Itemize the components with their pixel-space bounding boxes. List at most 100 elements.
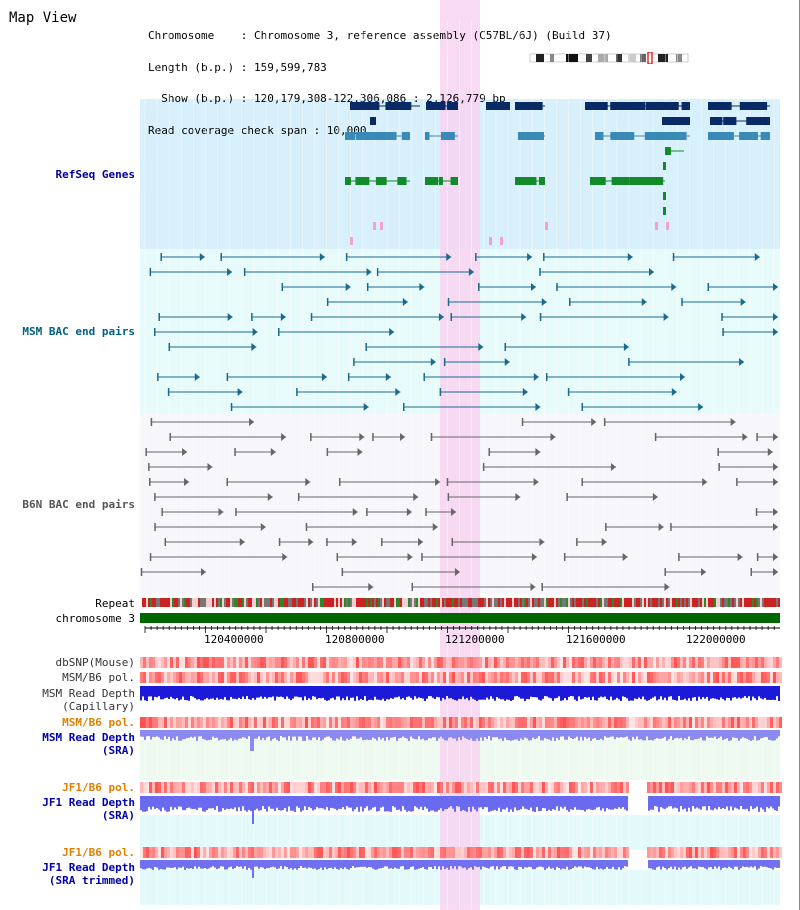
b6n-bac-end	[148, 463, 150, 471]
dbsnp-cell	[650, 657, 653, 668]
axis-tick-label-2: 120800000	[325, 633, 385, 646]
msm-cap-depth-bar	[556, 686, 558, 698]
msm-cap-depth-bar	[462, 686, 464, 697]
msm-sra-depth-bar	[644, 730, 646, 741]
b6n-bac-label[interactable]: B6N BAC end pairs	[22, 498, 135, 511]
dbsnp-cell	[746, 657, 749, 668]
msm-cap-depth-bar	[228, 686, 230, 701]
msm-pol2-cell	[539, 717, 542, 728]
msm-pol-cell	[359, 672, 362, 683]
msm-pol2-cell	[188, 717, 191, 728]
msm-sra-depth-bar	[406, 730, 408, 739]
jf1-pol-cell	[569, 782, 572, 793]
msm-sra-depth-bar	[244, 730, 246, 738]
msm-pol2-cell	[659, 717, 662, 728]
msm-pol-cell	[374, 672, 377, 683]
msm-pol2-cell	[752, 717, 755, 728]
jf1-pol-cell	[458, 782, 461, 793]
msm-sra-depth-bar	[192, 730, 194, 738]
msm-cap-depth-bar	[406, 686, 408, 697]
jf1-pol-cell	[272, 782, 275, 793]
msm-pol2-cell	[476, 717, 479, 728]
msm-sra-depth-bar	[422, 730, 424, 739]
msm-pol2-cell	[557, 717, 560, 728]
msm-cap-depth-bar	[580, 686, 582, 700]
msm-sra-depth-bar	[156, 730, 158, 737]
jf1-sra-depth-bar	[274, 796, 276, 811]
msm-cap-depth-bar	[432, 686, 434, 698]
jf1-trim-depth-bar	[268, 860, 270, 869]
repeat-bar	[222, 598, 224, 607]
dbsnp-cell	[473, 657, 476, 668]
msm-pol2-cell	[707, 717, 710, 728]
repeat-bar	[232, 598, 234, 607]
repeat-bar	[632, 598, 634, 607]
jf1-trim-depth-bar	[610, 860, 612, 869]
msm-bac-label[interactable]: MSM BAC end pairs	[22, 325, 135, 338]
msm-pol-cell	[596, 672, 599, 683]
repeat-bar	[428, 598, 430, 607]
jf1-pol2-cell	[584, 847, 587, 858]
dbsnp-cell	[305, 657, 308, 668]
jf1-trim-depth-bar	[148, 860, 150, 868]
msm-cap-depth-bar	[284, 686, 286, 700]
msm-sra-depth-bar	[312, 730, 314, 738]
jf1-trim-depth-bar	[704, 860, 706, 869]
repeat-bar	[772, 598, 774, 607]
highlight-region[interactable]	[440, 0, 480, 910]
jf1-sra-depth-bar	[700, 796, 702, 810]
msm-cap-depth-bar	[332, 686, 334, 698]
msm-cap-depth-bar	[744, 686, 746, 697]
dbsnp-cell	[356, 657, 359, 668]
jf1-trim-depth-bar	[752, 860, 754, 868]
msm-cap-depth-bar	[644, 686, 646, 700]
jf1-trim-depth-bar	[140, 860, 142, 869]
msm-sra-depth-bar	[700, 730, 702, 738]
jf1-sra-depth-bar	[500, 796, 502, 812]
msm-pol2-cell	[236, 717, 239, 728]
jf1-pol-cell	[437, 782, 440, 793]
jf1-pol2-cell	[449, 847, 452, 858]
msm-cap-depth-bar	[700, 686, 702, 700]
jf1-sra-depth-bar	[546, 796, 548, 812]
jf1-trim-depth-bar	[492, 860, 494, 867]
repeat-bar	[298, 598, 300, 607]
jf1-pol-cell	[704, 782, 707, 793]
jf1-sra-depth-bar	[158, 796, 160, 810]
msm-pol-cell	[161, 672, 164, 683]
b6n-bac-end	[234, 448, 236, 456]
jf1-pol-cell	[608, 782, 611, 793]
jf1-sra-depth-bar	[574, 796, 576, 808]
msm-pol-cell	[623, 672, 626, 683]
msm-pol-cell	[689, 672, 692, 683]
msm-pol-cell	[752, 672, 755, 683]
jf1-trim-depth-bar	[468, 860, 470, 868]
jf1-sra-depth-bar	[144, 796, 146, 812]
msm-pol2-cell	[584, 717, 587, 728]
jf1-trim-depth-bar	[242, 860, 244, 869]
jf1-trim-depth-bar	[716, 860, 718, 869]
jf1-sra-depth-bar	[478, 796, 480, 808]
dbsnp-cell	[488, 657, 491, 668]
repeat-bar	[620, 598, 622, 607]
jf1-trim-depth-bar	[262, 860, 264, 868]
chromosome-ideogram[interactable]	[528, 52, 692, 64]
refseq-label[interactable]: RefSeq Genes	[55, 168, 135, 181]
jf1-pol2-cell	[551, 847, 554, 858]
jf1-trim-depth-bar	[554, 860, 556, 870]
jf1-sra-depth-bar	[524, 796, 526, 809]
repeat-bar	[430, 598, 432, 607]
msm-sra-depth-bar	[338, 730, 340, 740]
b6n-bac-arrow	[249, 418, 255, 426]
dbsnp-cell	[314, 657, 317, 668]
jf1-sra-depth-bar	[688, 796, 690, 808]
jf1-sra-depth-bar	[752, 796, 754, 810]
jf1-pol2-cell	[218, 847, 221, 858]
repeat-bar	[150, 598, 152, 607]
msm-cap-depth-bar	[704, 686, 706, 699]
msm-sra-depth-bar	[518, 730, 520, 741]
jf1-trim-depth-bar	[202, 860, 204, 869]
dbsnp-cell	[164, 657, 167, 668]
jf1-trim-depth-bar	[308, 860, 310, 868]
